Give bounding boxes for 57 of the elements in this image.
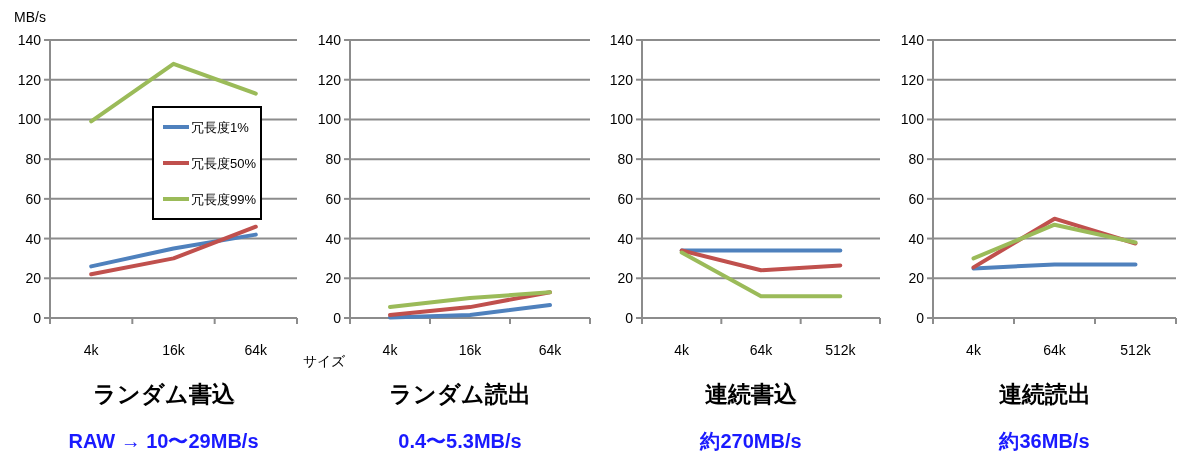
- text: 連続書込: [705, 381, 797, 407]
- x-tick-label: 16k: [162, 342, 186, 358]
- x-tick-label: 64k: [749, 342, 774, 358]
- x-tick-label: 64k: [538, 342, 563, 358]
- text: RAW → 10〜29MB/s: [68, 430, 259, 452]
- x-tick-label: 4k: [966, 342, 982, 358]
- text: 0.4〜5.3MB/s: [398, 430, 522, 452]
- y-tick-label: 0: [916, 310, 925, 326]
- y-tick-label: 80: [617, 151, 634, 168]
- text: 約270MB/s: [699, 430, 802, 452]
- x-tick-label: 512k: [825, 342, 857, 358]
- y-tick-label: 40: [908, 230, 925, 247]
- legend-label: 冗長度50%: [191, 156, 257, 171]
- y-axis-title: MB/s: [14, 9, 46, 25]
- y-tick-label: 0: [333, 310, 342, 326]
- x-axis-title: サイズ: [303, 353, 346, 369]
- y-tick-label: 140: [17, 32, 42, 48]
- y-tick-label: 40: [617, 230, 634, 247]
- y-tick-label: 140: [609, 32, 634, 48]
- y-tick-label: 120: [17, 71, 42, 88]
- x-tick-label: 64k: [1043, 342, 1067, 358]
- x-tick-label: 4k: [83, 342, 100, 358]
- y-tick-label: 120: [609, 71, 634, 88]
- y-tick-label: 40: [325, 230, 342, 247]
- legend-label: 冗長度1%: [191, 120, 250, 135]
- y-tick-label: 40: [25, 230, 42, 247]
- y-tick-label: 80: [325, 151, 342, 168]
- x-tick-label: 512k: [1120, 342, 1152, 358]
- y-tick-label: 60: [325, 190, 342, 207]
- y-tick-label: 120: [317, 71, 342, 88]
- y-tick-label: 80: [25, 151, 42, 168]
- legend-label: 冗長度99%: [191, 192, 257, 207]
- text: 連続読出: [998, 381, 1091, 407]
- y-tick-label: 0: [625, 310, 634, 326]
- y-tick-label: 60: [908, 190, 925, 207]
- y-tick-label: 60: [25, 190, 42, 207]
- y-tick-label: 20: [908, 270, 925, 287]
- y-tick-label: 100: [609, 111, 634, 128]
- y-tick-label: 100: [900, 111, 925, 128]
- y-tick-label: 140: [317, 32, 342, 48]
- y-tick-label: 20: [325, 270, 342, 287]
- y-tick-label: 0: [33, 310, 42, 326]
- y-tick-label: 20: [617, 270, 634, 287]
- text: ランダム読出: [389, 381, 531, 407]
- text: 約36MB/s: [998, 430, 1090, 452]
- x-tick-label: 16k: [458, 342, 483, 358]
- x-tick-label: 64k: [244, 342, 269, 358]
- y-tick-label: 100: [17, 111, 42, 128]
- y-tick-label: 60: [617, 190, 634, 207]
- text: ランダム書込: [92, 381, 235, 407]
- y-tick-label: 120: [900, 71, 925, 88]
- y-tick-label: 20: [25, 270, 42, 287]
- x-tick-label: 4k: [674, 342, 691, 358]
- y-tick-label: 100: [317, 111, 342, 128]
- x-tick-label: 4k: [382, 342, 399, 358]
- y-tick-label: 140: [900, 32, 925, 48]
- y-tick-label: 80: [908, 151, 925, 168]
